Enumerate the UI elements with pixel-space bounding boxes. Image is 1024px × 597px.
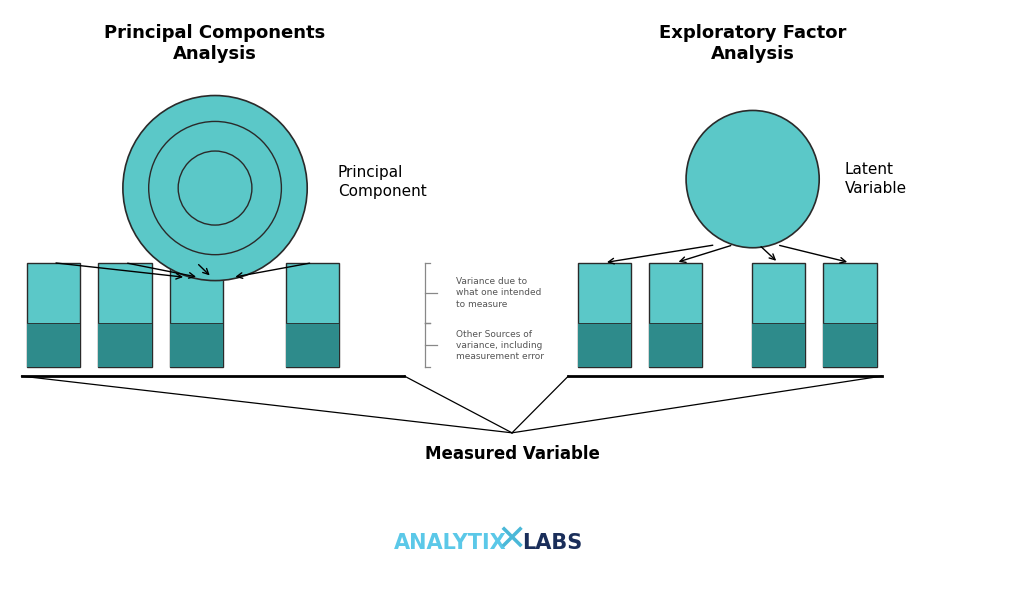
Bar <box>170 323 223 367</box>
Bar <box>752 263 805 367</box>
Bar <box>752 323 805 367</box>
Text: ANALYTIX: ANALYTIX <box>394 533 507 553</box>
Text: LABS: LABS <box>522 533 583 553</box>
Bar <box>578 323 631 367</box>
Bar <box>98 263 152 367</box>
Bar <box>823 323 877 367</box>
Bar <box>98 323 152 367</box>
Text: Principal Components
Analysis: Principal Components Analysis <box>104 24 326 63</box>
Text: Variance due to
what one intended
to measure: Variance due to what one intended to mea… <box>456 278 541 309</box>
Ellipse shape <box>123 96 307 281</box>
Bar <box>578 263 631 367</box>
Text: ✕: ✕ <box>497 524 527 557</box>
Text: Latent
Variable: Latent Variable <box>845 162 907 196</box>
Bar <box>286 323 339 367</box>
Ellipse shape <box>686 110 819 248</box>
Text: Measured Variable: Measured Variable <box>425 445 599 463</box>
Bar <box>649 263 702 367</box>
Bar <box>286 263 339 367</box>
Bar <box>170 263 223 367</box>
Bar <box>27 263 80 367</box>
Bar <box>27 323 80 367</box>
Text: Exploratory Factor
Analysis: Exploratory Factor Analysis <box>659 24 846 63</box>
Text: Other Sources of
variance, including
measurement error: Other Sources of variance, including mea… <box>456 330 544 361</box>
Bar <box>649 323 702 367</box>
Text: Principal
Component: Principal Component <box>338 165 427 199</box>
Bar <box>823 263 877 367</box>
